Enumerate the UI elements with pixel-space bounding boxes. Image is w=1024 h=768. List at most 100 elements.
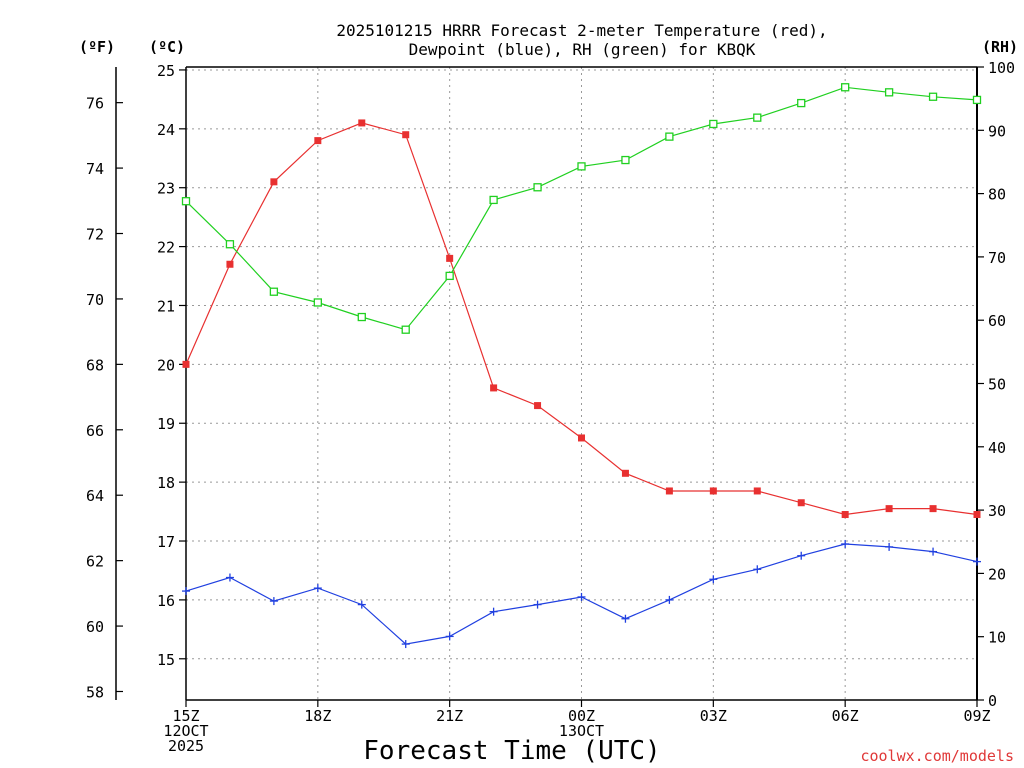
x-tick-label: 13OCT: [559, 722, 604, 740]
rh-unit-label: (RH): [982, 38, 1018, 56]
temperature-point: [402, 131, 410, 139]
x-tick-label: 21Z: [436, 707, 463, 725]
x-tick-label: 03Z: [700, 707, 727, 725]
x-tick-label: 06Z: [832, 707, 859, 725]
fahrenheit-tick-label: 62: [86, 553, 104, 571]
dewpoint-point: [797, 551, 806, 560]
temperature-point: [314, 137, 322, 145]
chart-title-line-2: Dewpoint (blue), RH (green) for KBQK: [409, 40, 756, 59]
rh-point: [269, 287, 279, 296]
x-tick-label: 18Z: [304, 707, 331, 725]
dewpoint-point: [885, 542, 894, 551]
temperature-point: [709, 487, 717, 495]
temperature-point: [358, 119, 366, 127]
fahrenheit-tick-label: 70: [86, 291, 104, 309]
x-tick-label: 2025: [168, 737, 204, 755]
temperature-point: [621, 469, 629, 477]
grid-lines: [185, 67, 978, 700]
celsius-tick-label: 16: [157, 592, 175, 610]
dewpoint-point: [533, 600, 542, 609]
rh-tick-label: 20: [988, 565, 1006, 583]
temperature-point: [182, 360, 190, 368]
fahrenheit-tick-label: 72: [86, 226, 104, 244]
temperature-point: [490, 384, 498, 392]
celsius-tick-label: 19: [157, 415, 175, 433]
celsius-tick-label: 17: [157, 533, 175, 551]
dewpoint-point: [753, 565, 762, 574]
dewpoint-point: [665, 595, 674, 604]
rh-tick-label: 90: [988, 122, 1006, 140]
credit-text: coolwx.com/models: [860, 747, 1014, 765]
rh-point: [709, 119, 718, 129]
dewpoint-point: [313, 584, 322, 593]
dewpoint-point: [401, 640, 410, 649]
fahrenheit-tick-label: 60: [86, 618, 104, 636]
temperature-point: [534, 402, 542, 410]
temperature-point: [226, 260, 234, 268]
rh-point: [357, 312, 366, 322]
celsius-tick-label: 22: [157, 239, 175, 257]
rh-point: [225, 240, 235, 249]
rh-point: [841, 83, 850, 92]
rh-point: [577, 162, 586, 171]
temperature-point: [929, 505, 937, 513]
x-tick-label: 09Z: [963, 707, 990, 725]
axes: 15 16 17 18 19 20 21 22 23 24 25 58 60 62 64 66 68 70 72 74…: [86, 59, 1015, 755]
temperature-point: [578, 434, 585, 442]
rh-point: [313, 298, 322, 307]
rh-tick-label: 80: [988, 186, 1006, 204]
temperature-point: [446, 254, 454, 262]
temperature-point: [885, 505, 893, 513]
temperature-point: [841, 511, 849, 519]
dewpoint-point: [709, 575, 718, 584]
rh-tick-label: 60: [988, 312, 1006, 330]
rh-point: [489, 195, 498, 205]
fahrenheit-tick-label: 74: [86, 160, 104, 178]
rh-point: [665, 132, 674, 141]
rh-point: [621, 155, 630, 165]
rh-point: [797, 98, 806, 108]
temperature-point: [270, 178, 278, 186]
rh-point: [181, 197, 191, 206]
fahrenheit-tick-label: 58: [86, 683, 104, 701]
chart-title-line-1: 2025101215 HRRR Forecast 2-meter Tempera…: [336, 21, 827, 40]
fahrenheit-tick-label: 66: [86, 422, 104, 440]
rh-tick-label: 10: [988, 629, 1006, 647]
rh-point: [884, 88, 894, 97]
temperature-point: [797, 499, 805, 507]
fahrenheit-unit-label: (ºF): [79, 38, 115, 56]
celsius-tick-label: 20: [157, 356, 175, 374]
dewpoint-point: [973, 557, 981, 566]
rh-tick-label: 50: [988, 376, 1006, 394]
celsius-tick-label: 23: [157, 180, 175, 198]
fahrenheit-tick-label: 64: [86, 487, 104, 505]
rh-point: [445, 271, 454, 281]
rh-line: [185, 86, 978, 331]
dewpoint-point: [489, 607, 498, 616]
celsius-tick-label: 18: [157, 474, 175, 492]
rh-point: [401, 325, 410, 334]
rh-tick-label: 100: [988, 59, 1015, 77]
dewpoint-point: [269, 597, 278, 606]
dewpoint-point: [182, 587, 190, 596]
x-axis-label: Forecast Time (UTC): [363, 736, 660, 766]
celsius-tick-label: 25: [157, 62, 175, 80]
rh-point: [533, 183, 542, 192]
celsius-tick-label: 24: [157, 121, 175, 139]
rh-point: [753, 113, 762, 122]
dewpoint-point: [841, 539, 850, 548]
rh-tick-label: 0: [988, 692, 997, 710]
fahrenheit-tick-label: 68: [86, 356, 104, 374]
temperature-point: [973, 511, 981, 519]
dewpoint-point: [621, 614, 630, 623]
temperature-point: [753, 487, 761, 495]
x-tick-label: 12OCT: [163, 722, 208, 740]
celsius-tick-label: 15: [157, 651, 175, 669]
rh-tick-label: 40: [988, 439, 1006, 457]
x-tick-label: 00Z: [568, 707, 595, 725]
dewpoint-point: [577, 592, 586, 601]
dewpoint-point: [445, 632, 454, 641]
temperature-point: [665, 487, 673, 495]
dewpoint-point: [357, 600, 366, 609]
series-layer: [181, 83, 982, 649]
